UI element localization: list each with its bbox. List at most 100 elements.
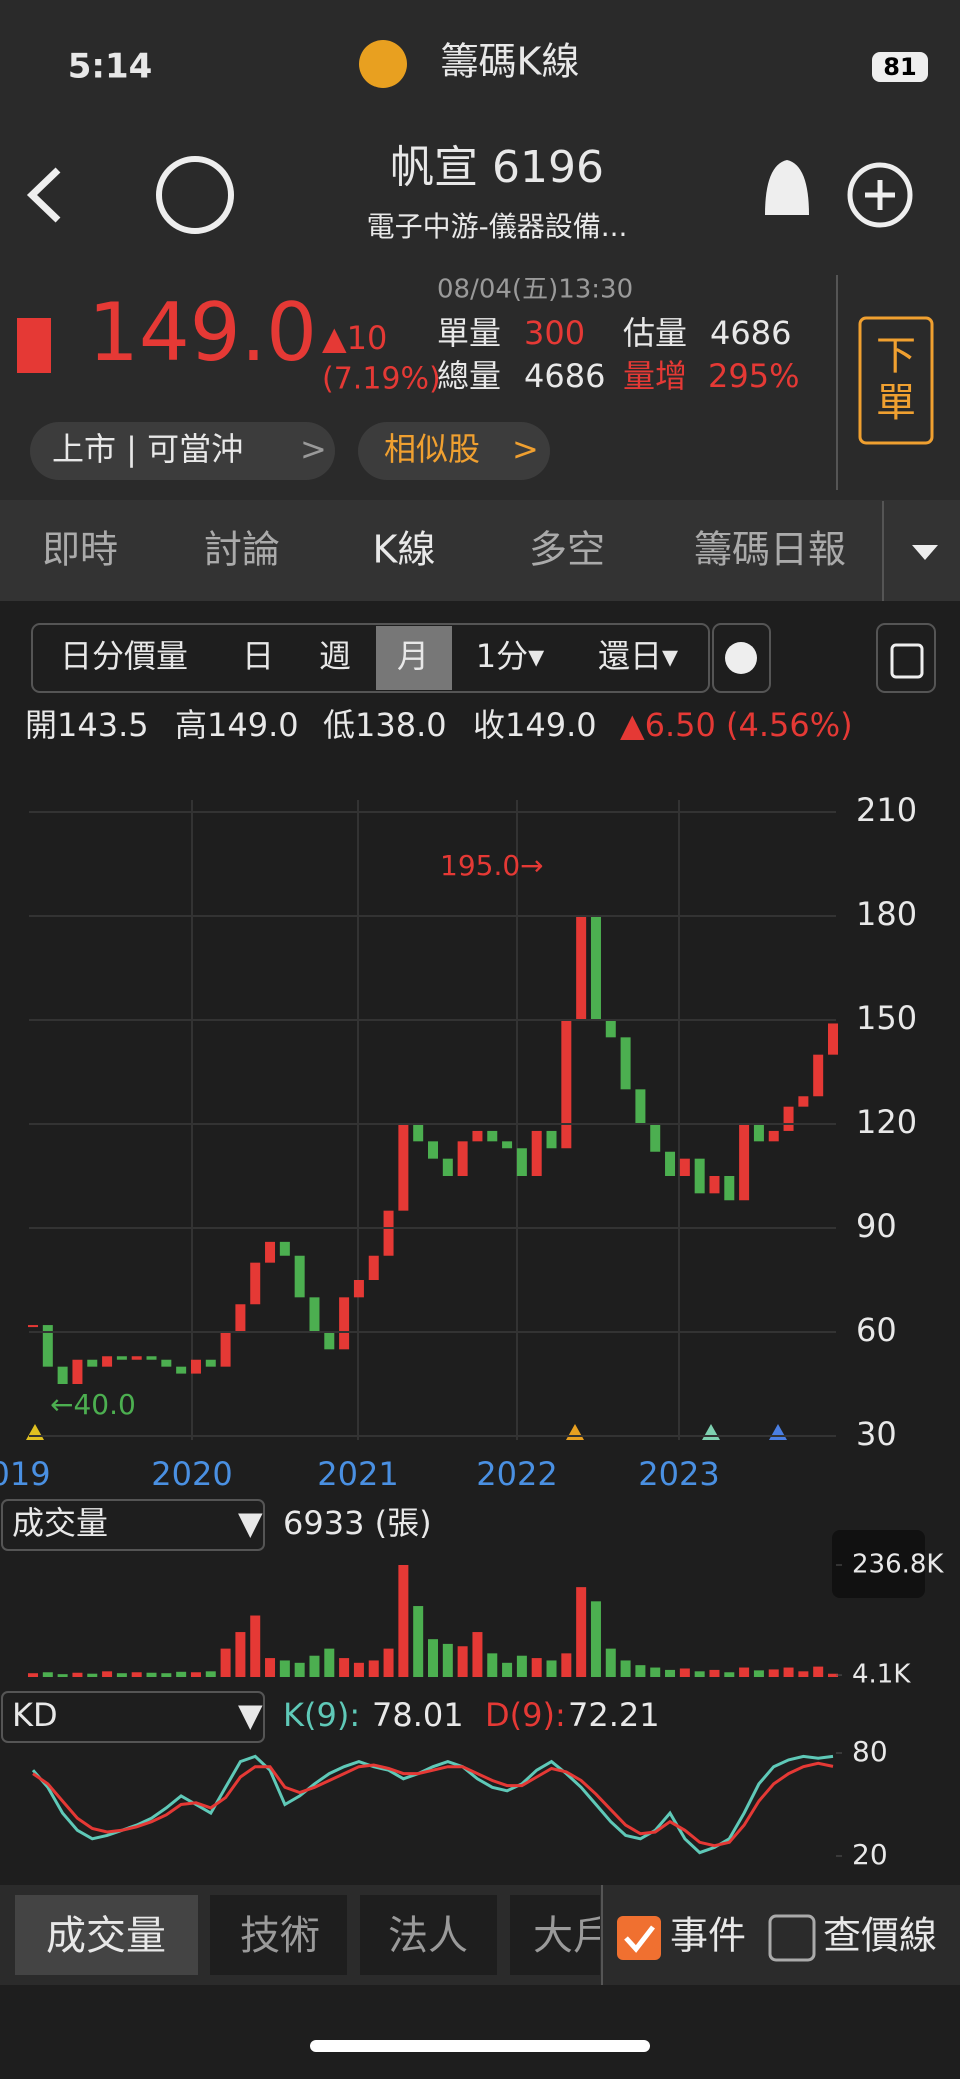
- order-text: 單: [876, 380, 916, 426]
- kd-tick-label: 20: [852, 1838, 888, 1871]
- candle: [324, 1332, 335, 1350]
- volume-bar: [709, 1669, 720, 1677]
- toolbar-item[interactable]: 1分▾: [476, 637, 544, 675]
- tab[interactable]: 多空: [529, 528, 605, 572]
- tag-pill[interactable]: [30, 422, 335, 480]
- y-tick-label: 60: [856, 1311, 897, 1349]
- candle: [457, 1141, 468, 1176]
- volume-bar: [487, 1653, 498, 1677]
- k-label: K(9):: [283, 1696, 360, 1734]
- tab[interactable]: 籌碼日報: [694, 528, 846, 572]
- checkbox[interactable]: [768, 1914, 816, 1962]
- volume-bar: [220, 1648, 231, 1677]
- volume-bar: [57, 1674, 68, 1677]
- candle: [753, 1124, 764, 1142]
- check: [624, 1925, 655, 1953]
- volume-bar: [250, 1615, 261, 1677]
- vol-tick-label: 4.1K: [852, 1660, 911, 1690]
- battery-level: 81: [883, 53, 916, 81]
- tab[interactable]: [210, 1895, 347, 1975]
- candle: [339, 1297, 350, 1350]
- toolbar-item[interactable]: 還日▾: [598, 637, 678, 675]
- more[interactable]: [912, 545, 938, 560]
- ohlc: 低138.0: [323, 706, 447, 744]
- chevron: >: [512, 430, 539, 468]
- label: 量增: [623, 357, 687, 395]
- x-label: 019: [0, 1455, 51, 1493]
- rotate[interactable]: [876, 623, 936, 693]
- add[interactable]: [847, 162, 913, 228]
- tab[interactable]: K線: [373, 528, 436, 572]
- volume-bar: [739, 1667, 750, 1677]
- volume-bar: [516, 1655, 527, 1677]
- tab[interactable]: [360, 1895, 497, 1975]
- vol-dropdown[interactable]: [1, 1499, 265, 1551]
- value: 295%: [708, 357, 799, 395]
- volume-bar: [87, 1673, 98, 1677]
- volume-bar: [576, 1587, 587, 1677]
- candle: [161, 1359, 172, 1367]
- ohlc: ▲6.50 (4.56%): [620, 706, 853, 744]
- volume-bar: [190, 1672, 201, 1677]
- kd-dropdown[interactable]: [1, 1691, 265, 1743]
- volume-bar: [605, 1648, 616, 1677]
- volume-bar: [324, 1648, 335, 1677]
- value: 4686: [710, 314, 791, 352]
- volume-bar: [176, 1671, 187, 1677]
- tag-pill[interactable]: [358, 422, 550, 480]
- app-icon: [359, 40, 407, 88]
- candle: [176, 1366, 187, 1374]
- d-value: 72.21: [568, 1696, 660, 1734]
- ohlc: 收149.0: [473, 706, 597, 744]
- volume-bar: [561, 1653, 572, 1677]
- candle: [828, 1023, 838, 1055]
- volume-bar: [828, 1673, 838, 1677]
- volume-bar: [679, 1668, 690, 1677]
- tag: 上市 | 可當沖: [52, 430, 243, 468]
- candle: [28, 1325, 38, 1328]
- volume-bar: [161, 1673, 172, 1677]
- bell[interactable]: [765, 160, 809, 215]
- toolbar-item[interactable]: 日分價量: [60, 637, 188, 675]
- settings[interactable]: [712, 623, 771, 693]
- toolbar-item[interactable]: 週: [319, 637, 351, 675]
- candle: [679, 1158, 690, 1176]
- candle: [398, 1124, 409, 1211]
- checkbox-checked[interactable]: [617, 1916, 661, 1960]
- x-label: 2022: [476, 1455, 557, 1493]
- candle: [783, 1106, 794, 1131]
- volume-bar: [442, 1643, 453, 1677]
- change: ▲10: [322, 319, 387, 357]
- candle: [561, 1020, 572, 1149]
- volume-bar: [724, 1672, 735, 1677]
- battery: [872, 52, 928, 82]
- order-button[interactable]: [858, 316, 934, 445]
- scale-toggle[interactable]: [832, 1530, 925, 1598]
- volume-bar: [205, 1671, 216, 1677]
- label: 估量: [623, 314, 687, 352]
- tab[interactable]: 即時: [42, 528, 118, 572]
- toolbar-item[interactable]: 月: [397, 637, 429, 675]
- price: 149.0: [88, 286, 317, 379]
- d-label: D(9):: [485, 1696, 566, 1734]
- target-icon[interactable]: [156, 156, 234, 234]
- kd-title: KD: [12, 1696, 58, 1734]
- check-label: 事件: [670, 1914, 746, 1958]
- candle: [605, 1020, 616, 1038]
- max-label: 195.0→: [440, 849, 544, 882]
- candle: [146, 1356, 157, 1360]
- y-tick-label: 30: [856, 1415, 897, 1453]
- tab[interactable]: [510, 1895, 647, 1975]
- volume-bar: [783, 1667, 794, 1677]
- toolbar-item[interactable]: 日: [242, 637, 274, 675]
- candle: [635, 1089, 646, 1124]
- back[interactable]: [26, 167, 61, 223]
- candle: [502, 1141, 513, 1149]
- toolbar: [31, 623, 710, 693]
- candle: [768, 1130, 779, 1142]
- candle: [531, 1130, 542, 1176]
- x-label: 2020: [151, 1455, 232, 1493]
- tab[interactable]: 討論: [204, 528, 280, 572]
- tab-active[interactable]: [15, 1895, 198, 1975]
